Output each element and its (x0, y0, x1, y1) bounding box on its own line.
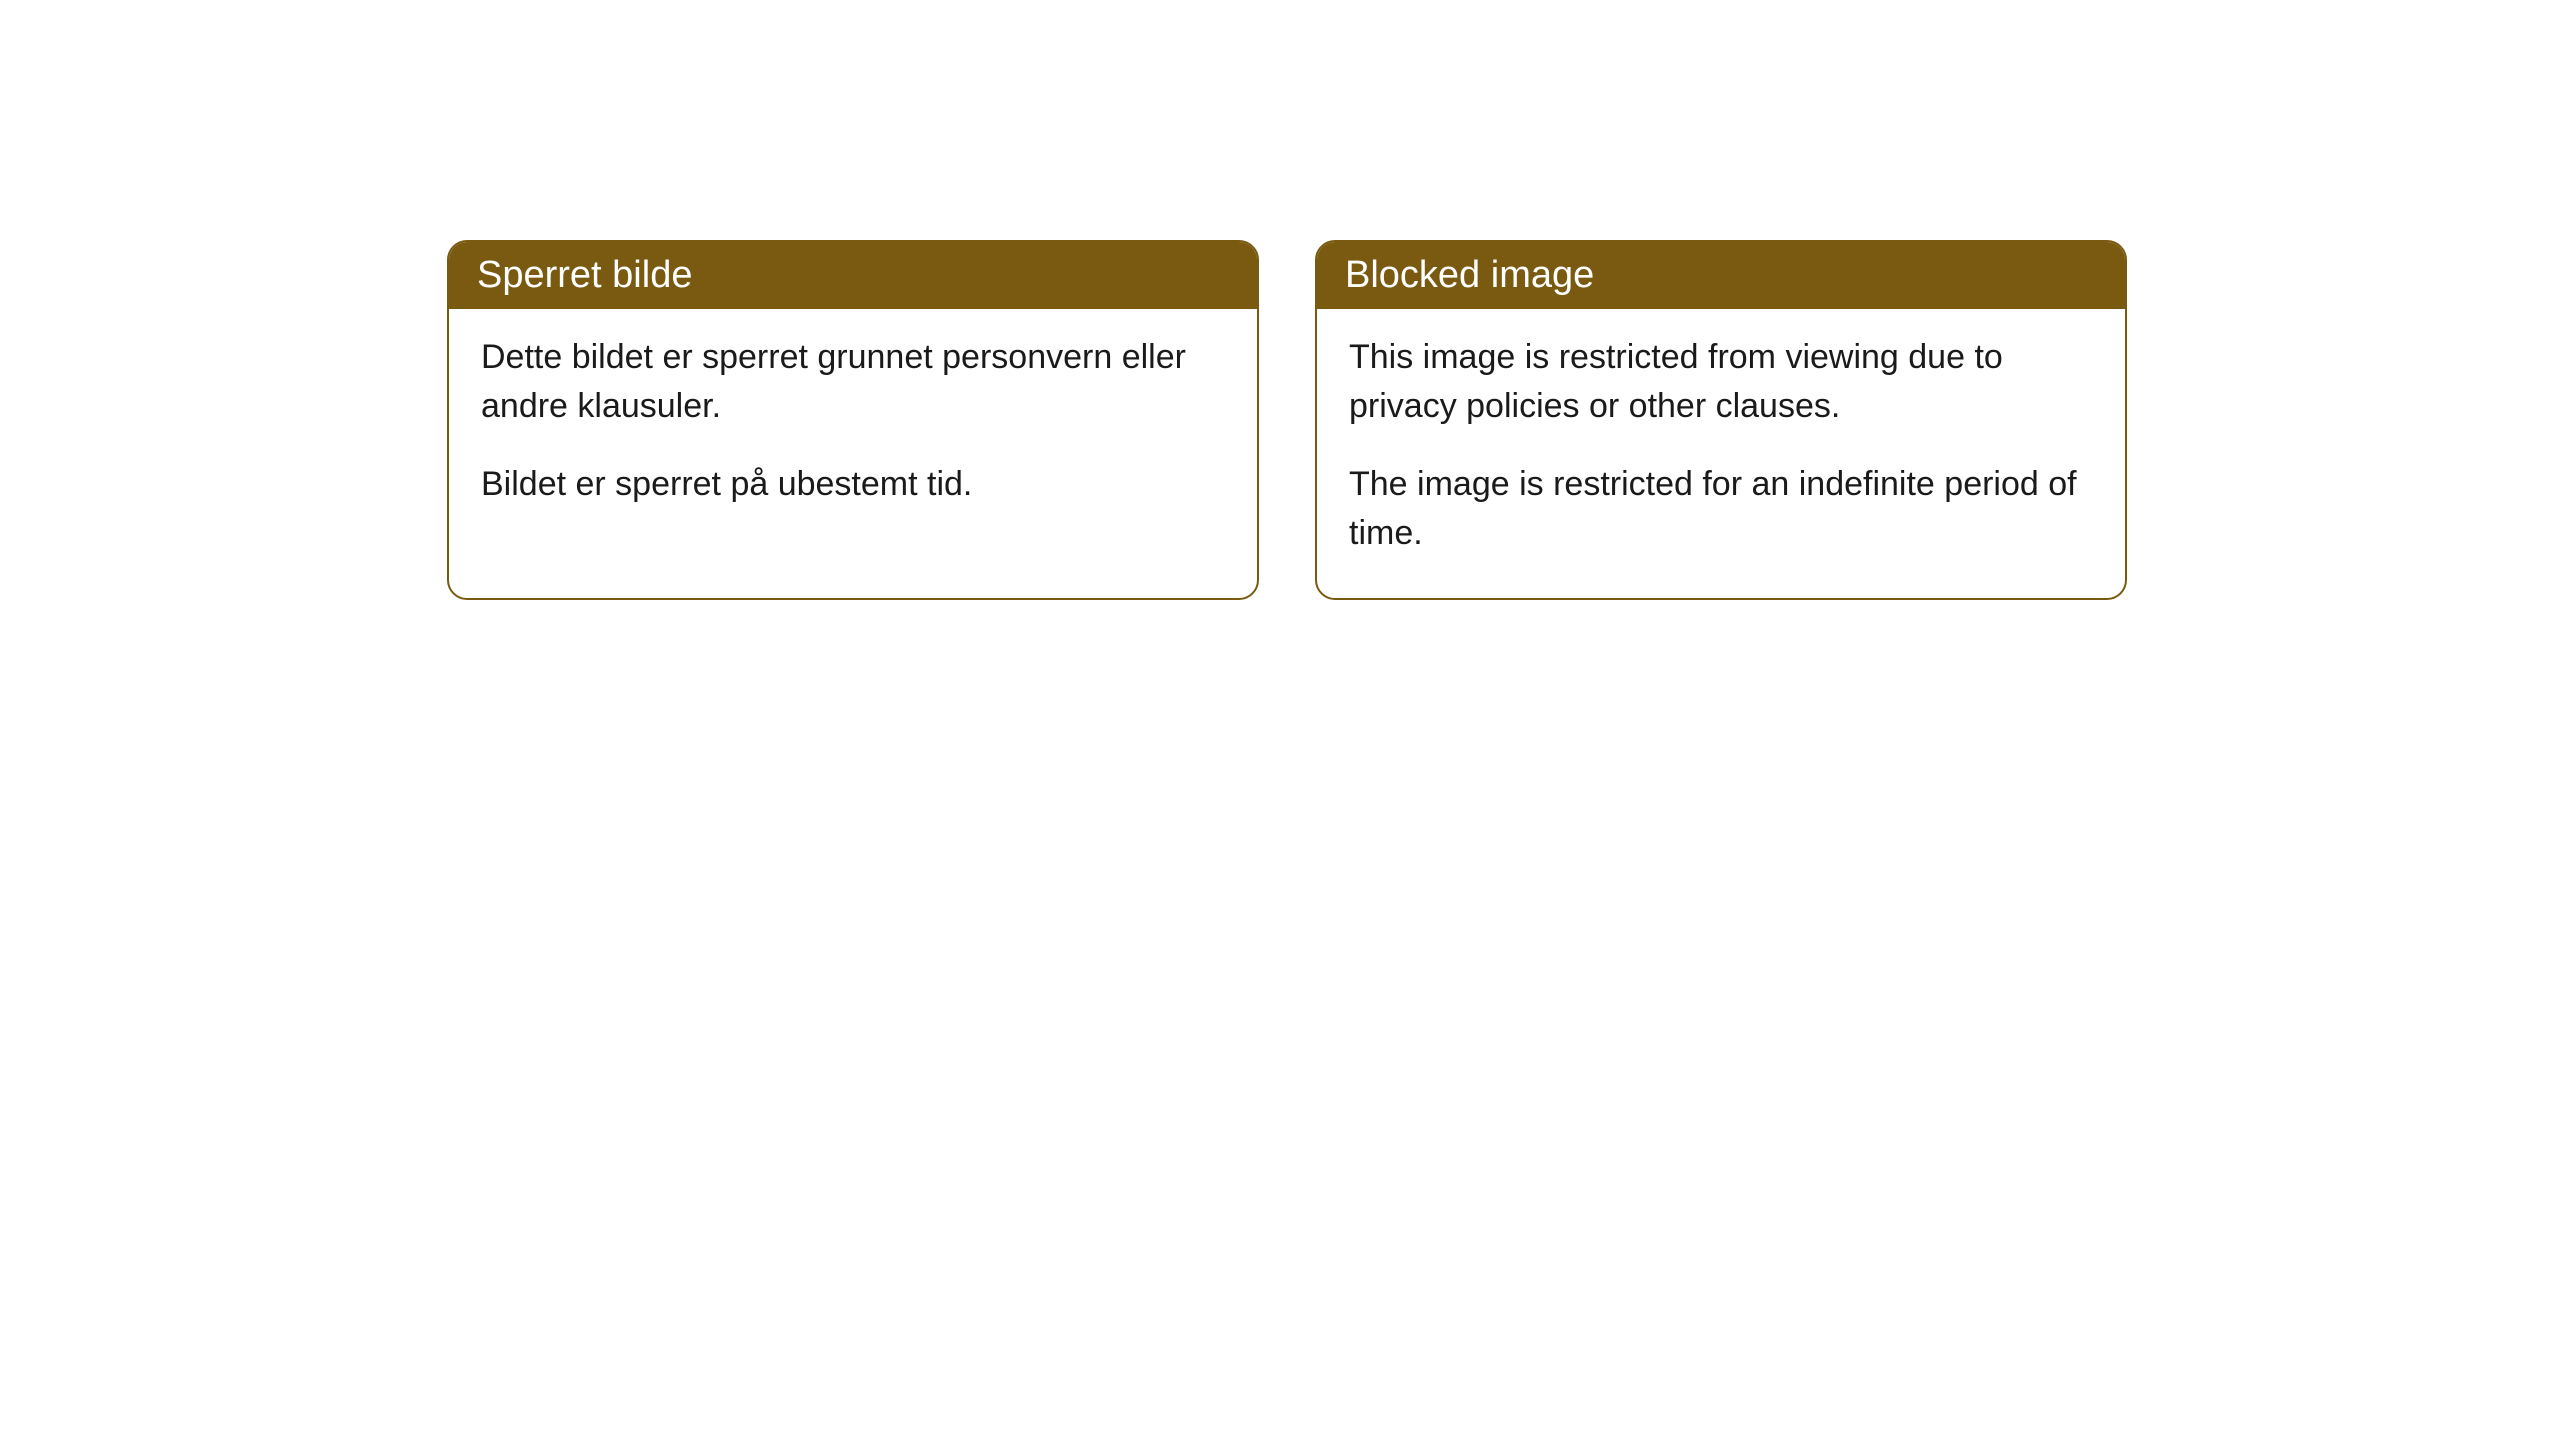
card-body-english: This image is restricted from viewing du… (1317, 309, 2125, 598)
card-title: Sperret bilde (477, 254, 692, 296)
card-english: Blocked image This image is restricted f… (1315, 240, 2127, 600)
card-header-norwegian: Sperret bilde (449, 242, 1257, 309)
cards-container: Sperret bilde Dette bildet er sperret gr… (447, 240, 2127, 600)
card-paragraph: Bildet er sperret på ubestemt tid. (481, 460, 1225, 509)
card-title: Blocked image (1345, 254, 1594, 296)
card-norwegian: Sperret bilde Dette bildet er sperret gr… (447, 240, 1259, 600)
card-paragraph: The image is restricted for an indefinit… (1349, 460, 2093, 559)
card-body-norwegian: Dette bildet er sperret grunnet personve… (449, 309, 1257, 549)
card-paragraph: This image is restricted from viewing du… (1349, 333, 2093, 432)
card-paragraph: Dette bildet er sperret grunnet personve… (481, 333, 1225, 432)
card-header-english: Blocked image (1317, 242, 2125, 309)
